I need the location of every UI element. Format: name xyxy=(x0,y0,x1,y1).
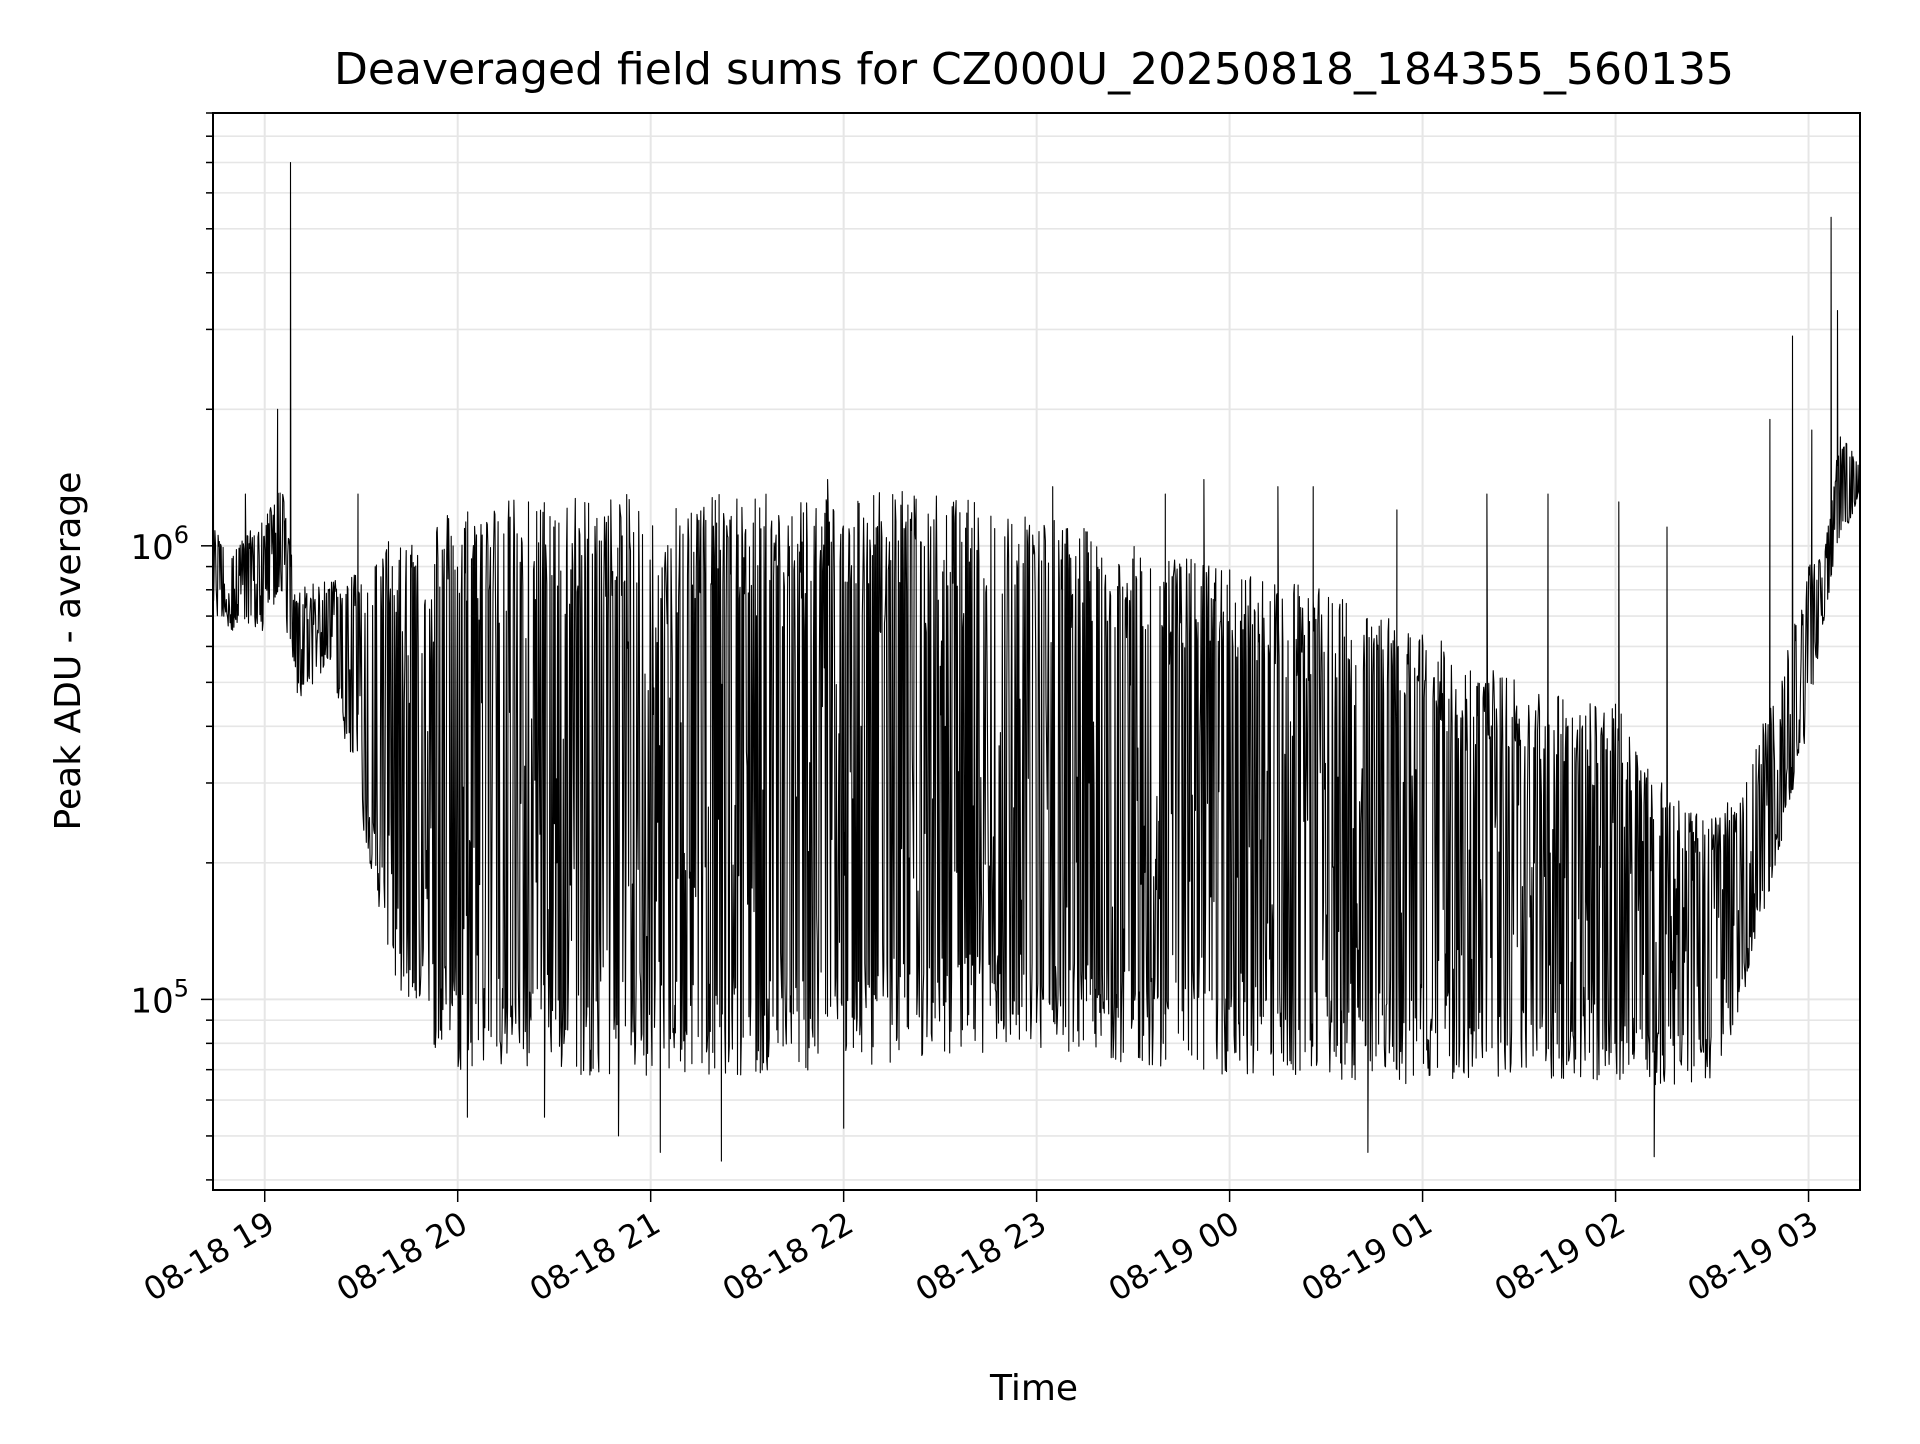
y-axis-label: Peak ADU - average xyxy=(48,472,89,831)
series-line xyxy=(212,161,1861,1162)
series-layer xyxy=(212,161,1861,1162)
x-axis-label: Time xyxy=(989,1368,1078,1409)
chart-title: Deaveraged field sums for CZ000U_2025081… xyxy=(334,44,1734,95)
